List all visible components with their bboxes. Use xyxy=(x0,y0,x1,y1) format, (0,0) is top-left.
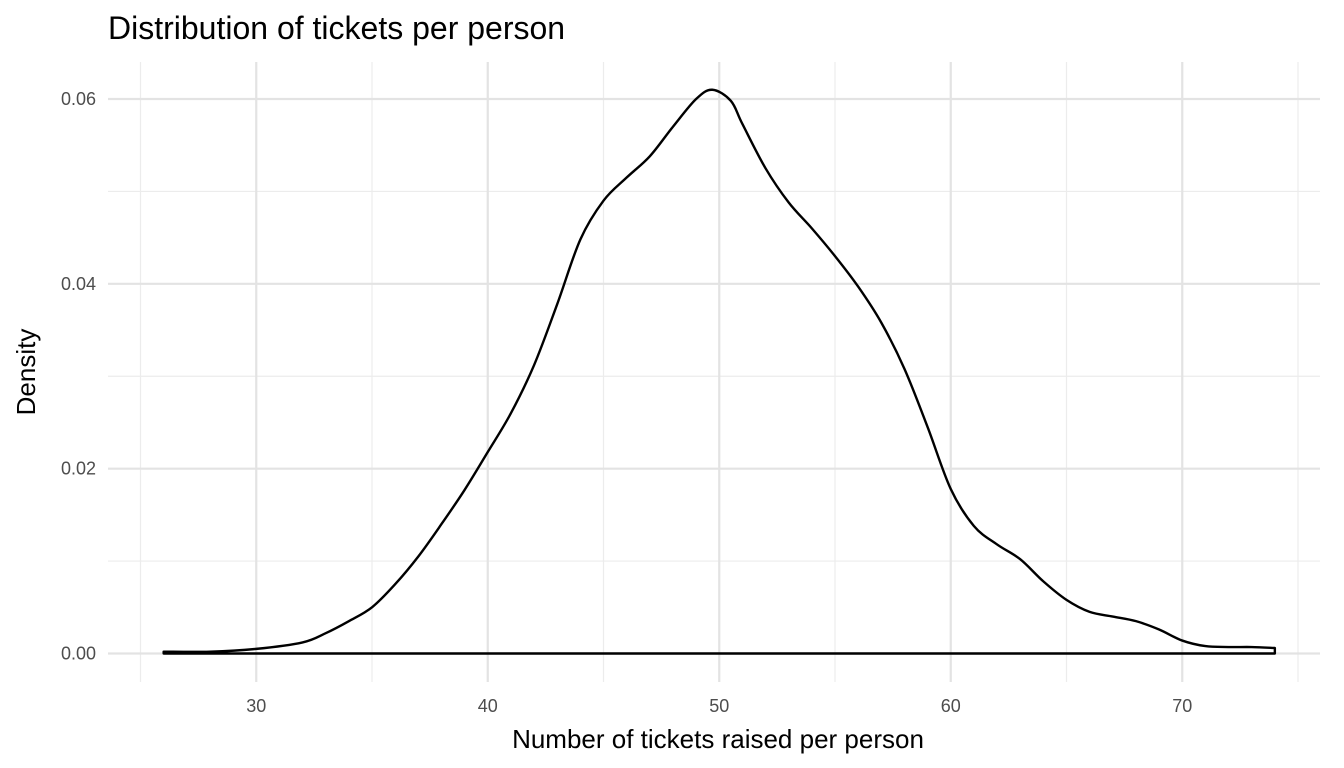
y-tick-label: 0.00 xyxy=(61,644,96,664)
y-axis-ticks: 0.00 0.02 0.04 0.06 xyxy=(61,89,96,664)
x-tick-label: 40 xyxy=(478,696,498,716)
y-axis-title: Density xyxy=(11,329,41,416)
y-tick-label: 0.04 xyxy=(61,274,96,294)
density-curve xyxy=(162,88,1277,655)
chart-title: Distribution of tickets per person xyxy=(108,10,566,46)
x-tick-label: 30 xyxy=(246,696,266,716)
x-axis-ticks: 30 40 50 60 70 xyxy=(246,696,1192,716)
x-axis-title: Number of tickets raised per person xyxy=(512,724,924,754)
major-gridlines xyxy=(108,62,1320,682)
series-layer xyxy=(162,88,1277,655)
y-tick-label: 0.02 xyxy=(61,459,96,479)
minor-gridlines xyxy=(108,62,1320,682)
x-tick-label: 70 xyxy=(1172,696,1192,716)
x-tick-label: 50 xyxy=(709,696,729,716)
y-tick-label: 0.06 xyxy=(61,89,96,109)
x-tick-label: 60 xyxy=(941,696,961,716)
